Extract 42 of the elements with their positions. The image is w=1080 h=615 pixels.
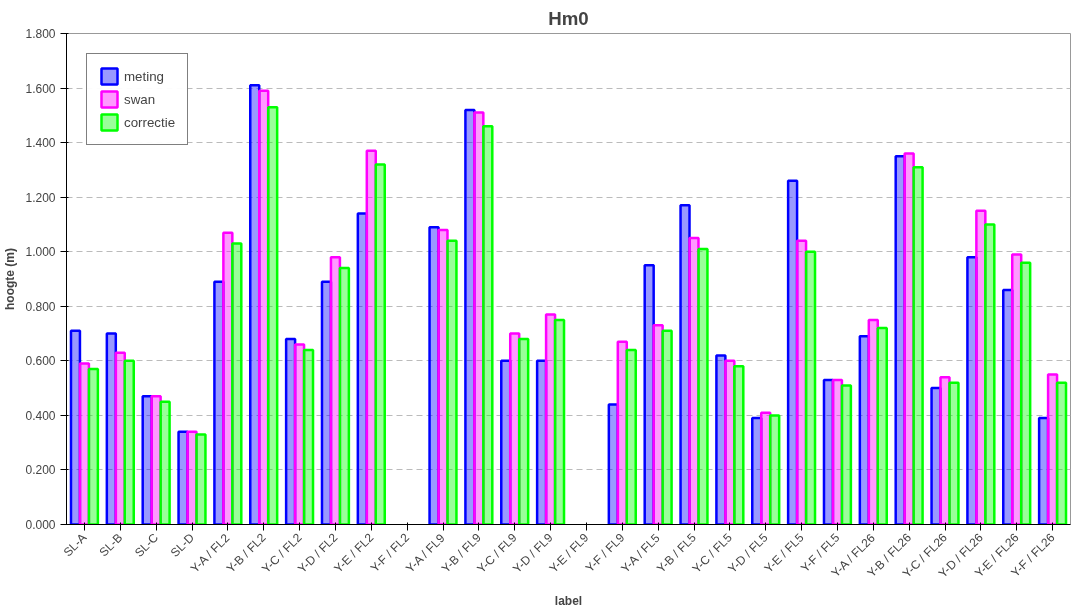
- bar: [840, 384, 853, 525]
- bar: [159, 400, 171, 525]
- y-tick-label: 0.000: [25, 518, 56, 532]
- bar: [87, 367, 100, 525]
- legend-label: correctie: [124, 114, 176, 130]
- bar: [374, 163, 386, 525]
- x-axis-title: label: [554, 593, 583, 608]
- y-tick-label: 0.600: [25, 354, 56, 369]
- y-tick-label: 0.200: [25, 463, 56, 478]
- bar: [553, 318, 566, 525]
- bar: [231, 242, 243, 525]
- bar: [876, 326, 888, 525]
- bar: [768, 414, 781, 525]
- bar: [625, 348, 637, 525]
- y-tick-label: 1.800: [25, 27, 56, 41]
- bar: [302, 348, 315, 525]
- bar: [266, 105, 279, 525]
- bar: [804, 250, 817, 525]
- bar: [661, 329, 673, 525]
- bar: [482, 124, 494, 525]
- y-tick-label: 0.800: [25, 299, 56, 314]
- y-tick-label: 0.400: [25, 408, 56, 423]
- bar: [123, 359, 135, 525]
- legend-label: meting: [124, 68, 165, 84]
- y-tick-label: 1.200: [25, 190, 56, 205]
- bar: [195, 433, 207, 525]
- bar: [338, 266, 351, 525]
- bar: [1019, 261, 1032, 525]
- legend-label: swan: [124, 91, 156, 107]
- y-tick-label: 1.600: [25, 81, 56, 96]
- chart-title: Hm0: [548, 7, 589, 29]
- bar: [948, 381, 960, 525]
- bar: [446, 239, 458, 525]
- bar: [912, 165, 924, 525]
- bar: [517, 337, 530, 525]
- bar: [733, 365, 745, 525]
- bar: [1055, 381, 1068, 525]
- bar: [697, 247, 709, 525]
- y-tick-label: 1.000: [25, 245, 56, 260]
- y-axis-title: hoogte (m): [3, 247, 18, 310]
- bar: [984, 223, 996, 525]
- y-tick-label: 1.400: [25, 136, 56, 151]
